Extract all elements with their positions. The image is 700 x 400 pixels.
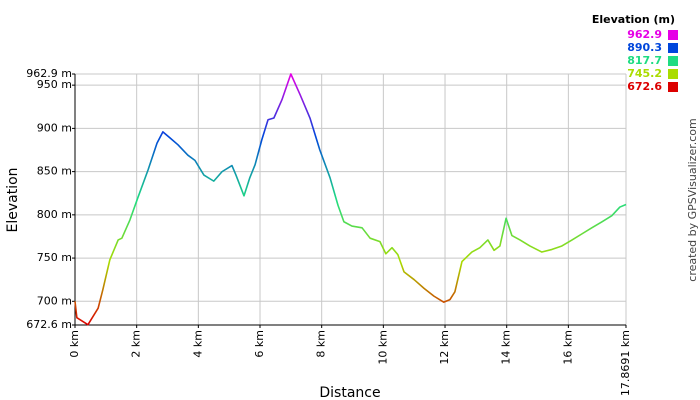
y-tick-label: 750 m <box>37 251 72 264</box>
y-tick-label: 962.9 m <box>26 67 72 80</box>
x-tick-label: 2 km <box>130 330 143 358</box>
legend-swatch <box>668 30 678 40</box>
legend-label: 817.7 <box>627 54 662 67</box>
x-tick-label: 14 km <box>500 330 513 365</box>
x-tick-label: 4 km <box>191 330 204 358</box>
legend-label: 962.9 <box>627 28 662 41</box>
x-tick-label: 16 km <box>561 330 574 365</box>
legend-swatch <box>668 56 678 66</box>
legend-swatch <box>668 43 678 53</box>
y-tick-label: 950 m <box>37 78 72 91</box>
x-tick-label: 10 km <box>376 330 389 365</box>
credit: created by GPSVisualizer.com <box>686 118 699 281</box>
y-tick-label: 850 m <box>37 165 72 178</box>
x-axis-label: Distance <box>319 385 380 400</box>
x-tick-label: 12 km <box>438 330 451 365</box>
legend-swatch <box>668 69 678 79</box>
y-axis-label: Elevation <box>5 167 21 232</box>
legend-title: Elevation (m) <box>592 13 675 26</box>
legend-swatch <box>668 82 678 92</box>
y-tick-label: 800 m <box>37 208 72 221</box>
legend-label: 672.6 <box>627 80 662 93</box>
x-tick-label: 6 km <box>253 330 266 358</box>
x-tick-label: 8 km <box>315 330 328 358</box>
legend-label: 890.3 <box>627 41 662 54</box>
y-tick-label: 900 m <box>37 121 72 134</box>
y-tick-label: 700 m <box>37 294 72 307</box>
y-tick-label: 672.6 m <box>26 318 72 331</box>
elevation-line <box>74 73 627 326</box>
legend-label: 745.2 <box>627 67 662 80</box>
x-tick-label: 0 km <box>68 330 81 358</box>
x-tick-label: 17.8691 km <box>619 330 632 396</box>
